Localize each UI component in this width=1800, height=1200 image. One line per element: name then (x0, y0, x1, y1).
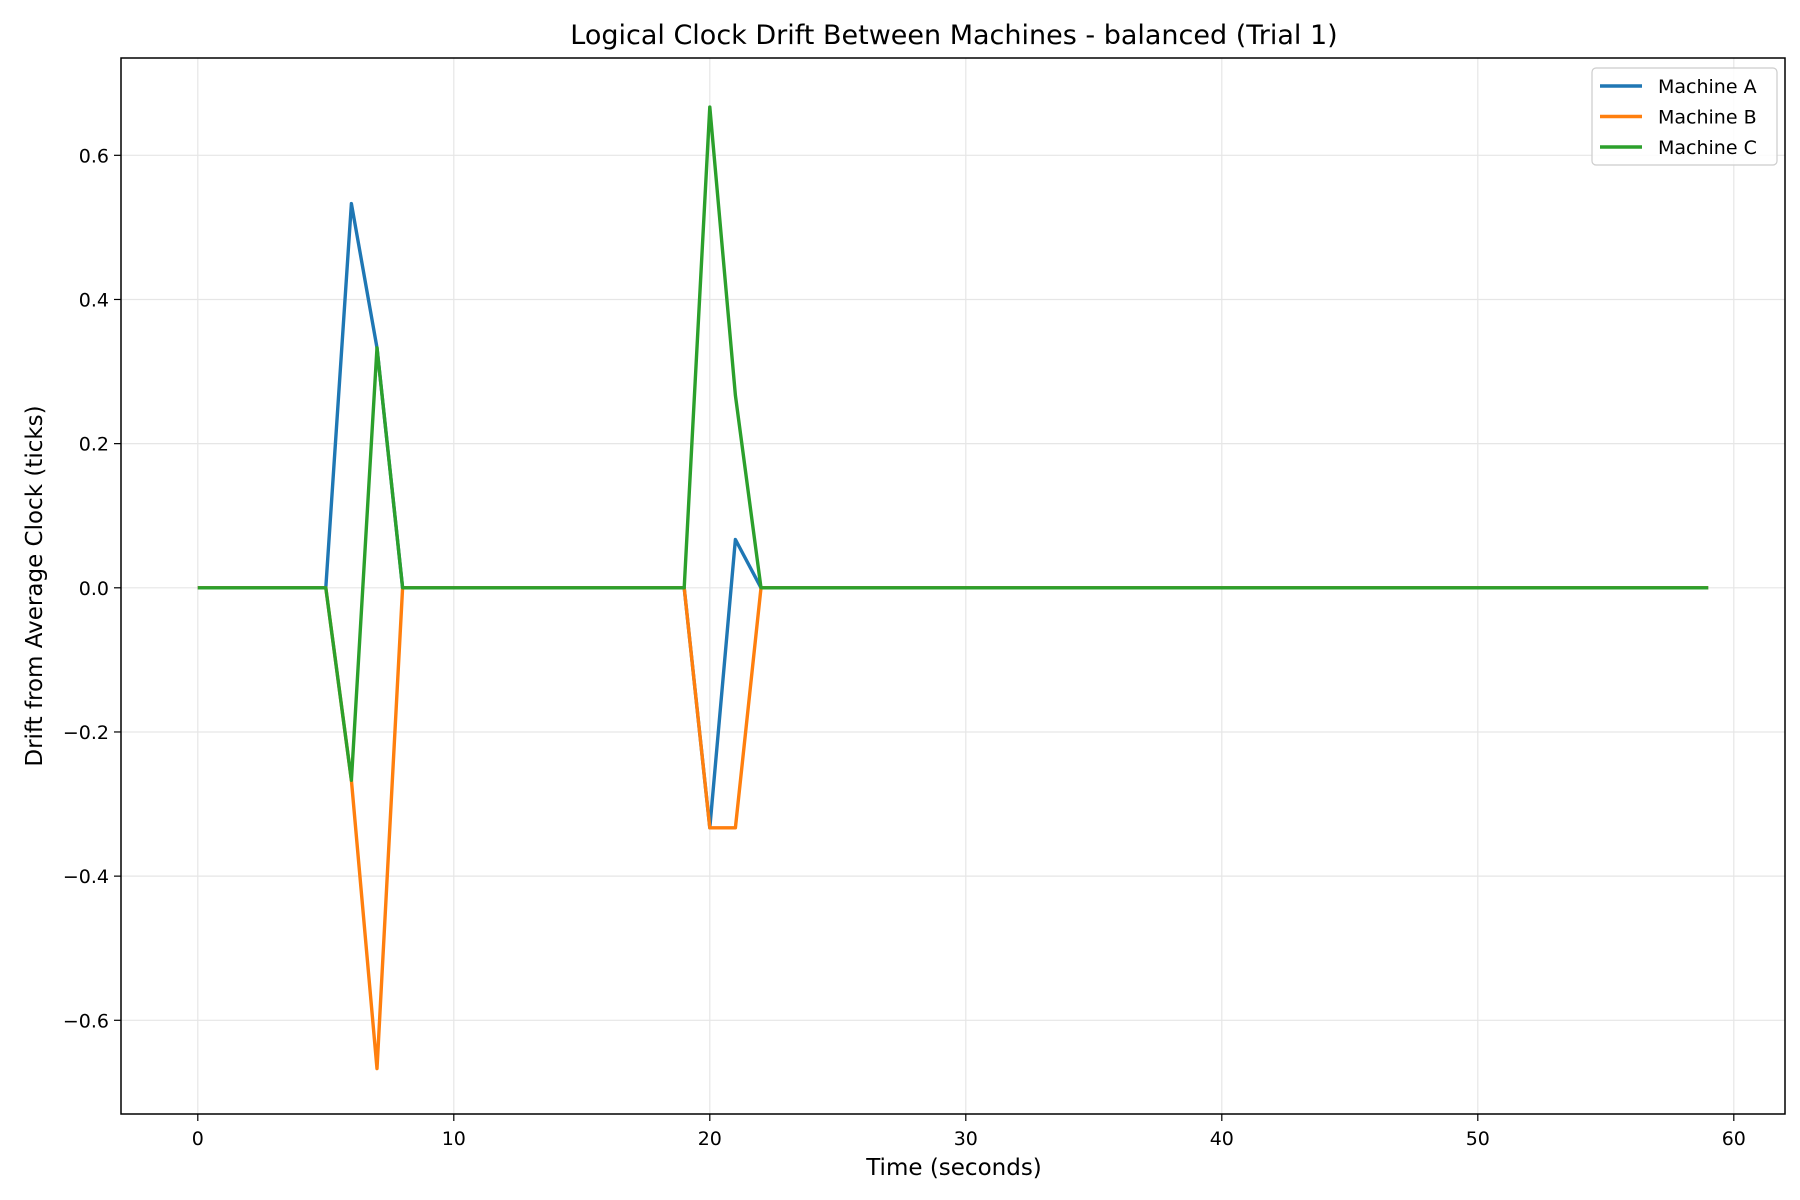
legend: Machine A Machine B Machine C (1591, 67, 1778, 166)
series-lines (197, 105, 1709, 1071)
x-tick-label: 30 (954, 1128, 978, 1150)
legend-label: Machine B (1658, 107, 1757, 129)
chart-title: Logical Clock Drift Between Machines - b… (570, 20, 1337, 51)
x-tick-label: 60 (1722, 1128, 1746, 1150)
legend-label: Machine C (1658, 137, 1757, 159)
y-tick-label: −0.4 (63, 866, 109, 888)
x-tick-label: 50 (1466, 1128, 1490, 1150)
plot-frame (120, 57, 1786, 1115)
y-axis: 0.6 0.4 0.2 0.0 −0.2 −0.4 −0.6 (63, 145, 121, 1032)
y-axis-title: Drift from Average Clock (ticks) (22, 405, 48, 766)
x-tick-label: 40 (1210, 1128, 1234, 1150)
y-tick-label: −0.6 (63, 1010, 109, 1032)
y-tick-label: 0.0 (79, 578, 109, 600)
y-tick-label: 0.2 (79, 434, 109, 456)
x-axis-title: Time (seconds) (865, 1155, 1042, 1181)
x-tick-label: 0 (192, 1128, 204, 1150)
x-tick-label: 10 (442, 1128, 466, 1150)
y-tick-label: 0.6 (79, 145, 109, 167)
y-tick-label: 0.4 (79, 289, 109, 311)
x-axis: 0 10 20 30 40 50 60 (192, 1114, 1746, 1150)
series-line-machine-c (197, 105, 1709, 782)
legend-box (1591, 67, 1778, 166)
x-tick-label: 20 (698, 1128, 722, 1150)
legend-label: Machine A (1658, 76, 1757, 98)
y-tick-label: −0.2 (63, 722, 109, 744)
